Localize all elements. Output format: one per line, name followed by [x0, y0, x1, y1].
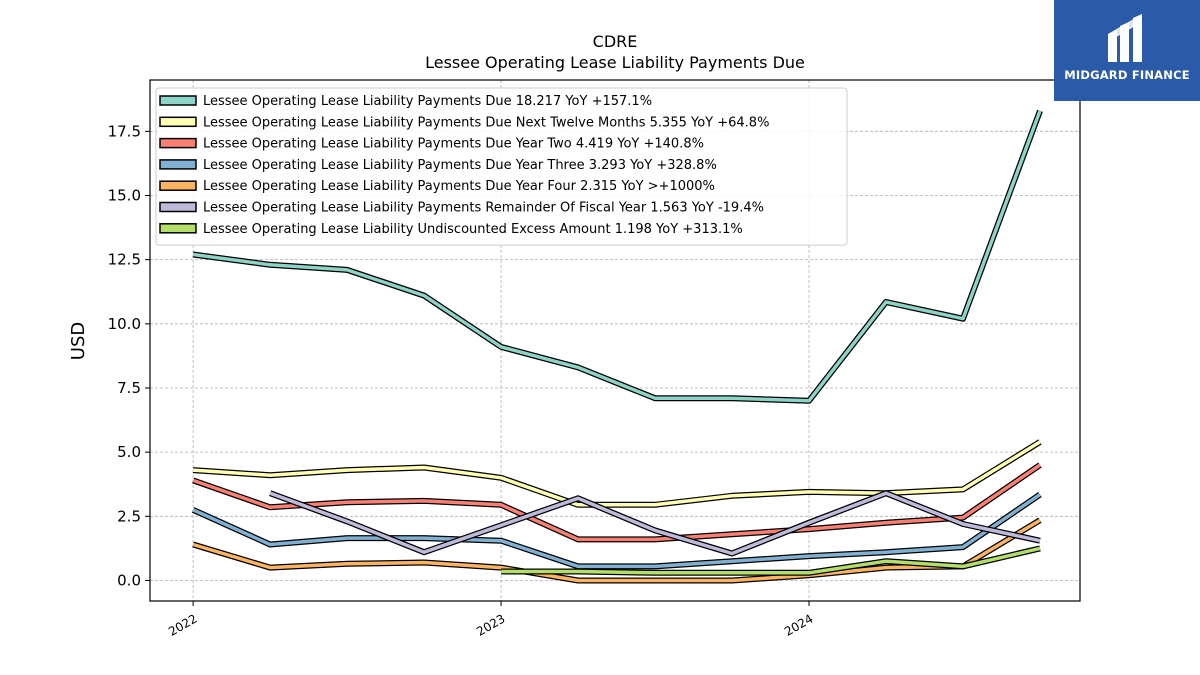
y-tick-label: 15.0	[108, 186, 141, 204]
legend-label: Lessee Operating Lease Liability Undisco…	[203, 222, 743, 237]
series-line	[191, 492, 1042, 570]
series-line-stroke	[192, 440, 1041, 507]
series-line-stroke	[192, 493, 1041, 569]
x-tick-label: 2022	[166, 611, 199, 638]
series-line	[269, 490, 1041, 557]
y-tick-label: 0.0	[117, 571, 141, 589]
legend-swatch	[159, 201, 197, 213]
legend-label: Lessee Operating Lease Liability Payment…	[203, 179, 715, 194]
legend-swatch	[159, 116, 197, 128]
legend-label: Lessee Operating Lease Liability Payment…	[203, 137, 704, 152]
legend-swatch	[159, 180, 197, 191]
plot-frame	[149, 79, 1081, 602]
legend-box	[155, 87, 848, 246]
chart-title-line-1: CDRE	[593, 32, 638, 51]
chart-title-line-2: Lessee Operating Lease Liability Payment…	[425, 53, 805, 72]
series-line-stroke	[192, 463, 1041, 542]
midgard-logo-icon	[1108, 14, 1142, 62]
legend: Lessee Operating Lease Liability Payment…	[155, 87, 848, 246]
brand-logo: MIDGARD FINANCE	[1054, 0, 1200, 101]
legend-label: Lessee Operating Lease Liability Payment…	[203, 94, 652, 109]
series-line-stroke	[269, 491, 1041, 556]
legend-swatch	[159, 137, 197, 149]
y-tick-label: 7.5	[117, 379, 141, 397]
series-line	[192, 439, 1042, 508]
series-line-stroke	[192, 518, 1041, 583]
legend-label: Lessee Operating Lease Liability Payment…	[203, 158, 717, 173]
legend-swatch	[159, 95, 197, 106]
legend-swatch	[159, 159, 197, 170]
x-tick-label: 2024	[782, 611, 815, 638]
legend-swatch	[159, 223, 197, 234]
legend-label: Lessee Operating Lease Liability Payment…	[203, 115, 769, 130]
series-line	[192, 109, 1043, 404]
y-tick-label: 17.5	[108, 122, 141, 140]
series-line	[192, 517, 1042, 584]
y-tick-label: 12.5	[108, 251, 141, 269]
series-line-stroke	[501, 546, 1041, 575]
y-tick-label: 2.5	[117, 507, 141, 525]
series-line	[501, 545, 1041, 576]
y-axis-label: USD	[68, 322, 89, 360]
y-tick-label: 5.0	[117, 443, 141, 461]
series-lines	[191, 109, 1043, 584]
x-tick-label: 2023	[474, 611, 507, 638]
y-tick-label: 10.0	[108, 315, 141, 333]
series-line	[192, 462, 1042, 543]
logo-text: MIDGARD FINANCE	[1064, 68, 1190, 82]
series-line-stroke	[192, 110, 1042, 403]
legend-label: Lessee Operating Lease Liability Payment…	[203, 201, 764, 216]
